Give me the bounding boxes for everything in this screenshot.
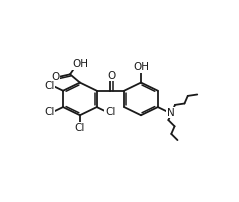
Text: O: O <box>108 71 116 81</box>
Text: Cl: Cl <box>44 81 54 91</box>
Text: N: N <box>167 107 174 118</box>
Text: Cl: Cl <box>44 107 54 117</box>
Text: O: O <box>51 72 59 82</box>
Text: OH: OH <box>133 62 149 73</box>
Text: OH: OH <box>72 59 88 69</box>
Text: Cl: Cl <box>75 123 85 133</box>
Text: Cl: Cl <box>105 107 116 117</box>
